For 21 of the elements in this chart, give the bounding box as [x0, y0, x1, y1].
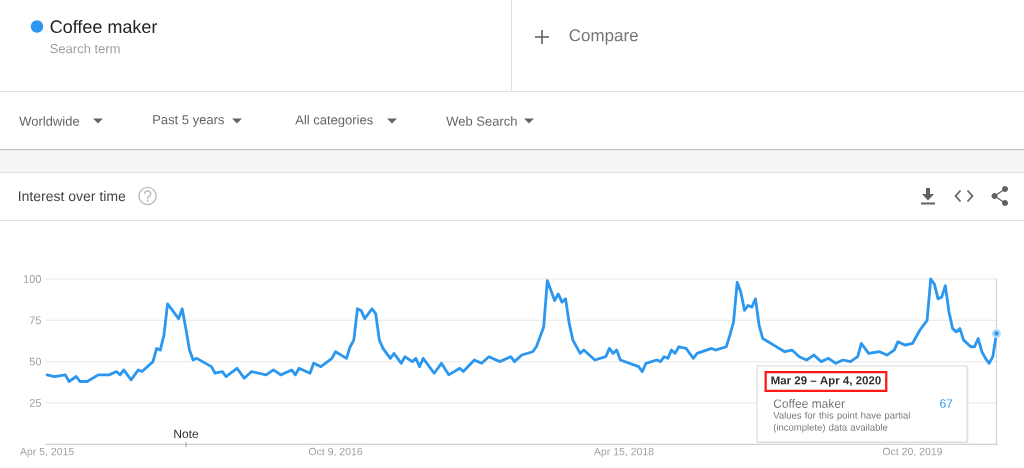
text: Coffee maker [773, 399, 845, 408]
text: Web Search [446, 116, 517, 126]
text: Past 5 years [153, 115, 224, 127]
y-tick-label: 75 [29, 316, 41, 325]
text: Worldwide [19, 116, 80, 126]
legend-label: Coffee maker [50, 19, 158, 34]
chart-title: Interest over time [18, 190, 126, 202]
text: Compare [569, 29, 638, 45]
y-tick-label: 25 [29, 399, 41, 407]
x-tick-label: Oct 9, 2016 [308, 447, 363, 457]
annotation: Note [174, 429, 199, 439]
annotation: Mar 29 – Apr 4, 2020 [771, 376, 881, 387]
x-tick-label: Oct 20, 2019 [882, 447, 943, 457]
text: All categories [295, 114, 373, 128]
y-tick-label: 50 [29, 357, 42, 366]
y-tick-label: 100 [23, 275, 42, 283]
x-tick-label: Apr 15, 2018 [593, 447, 654, 458]
annotation: 67 [940, 399, 953, 408]
x-tick-label: Apr 5, 2015 [19, 447, 74, 458]
annotation: Values for this point have partial (incomplete) data available [773, 411, 910, 433]
text: Search term [50, 43, 120, 54]
